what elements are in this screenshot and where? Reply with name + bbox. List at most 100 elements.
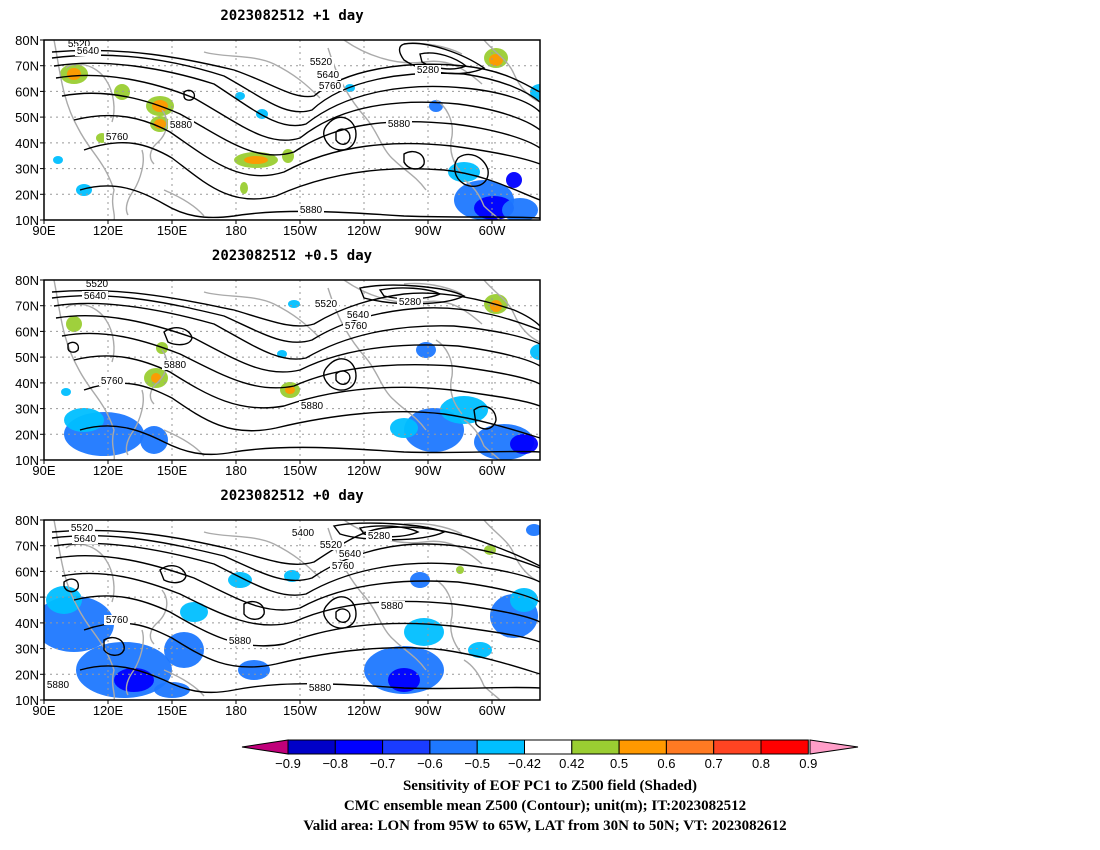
contour-label-bg	[299, 401, 325, 411]
lon-tick-label: 120E	[93, 703, 124, 718]
coastline	[163, 429, 205, 457]
colorbar-box	[760, 739, 809, 755]
coastline	[327, 47, 427, 191]
panel-title: 2023082512 +0.5 day	[212, 248, 373, 264]
sensitivity-shading	[440, 396, 488, 424]
coastline	[149, 589, 168, 645]
z500-contour	[53, 62, 540, 127]
sensitivity-shading	[180, 602, 208, 622]
z500-contour	[55, 315, 540, 373]
sensitivity-shading	[285, 386, 295, 394]
coastline	[403, 282, 463, 295]
contour-label-bg	[66, 40, 92, 49]
contour-label-bg	[317, 81, 343, 91]
contour-label: 5760	[332, 561, 355, 572]
contour-label-bg	[379, 601, 405, 611]
contour-label: 5640	[84, 291, 107, 302]
sensitivity-shading	[530, 344, 540, 360]
z500-contour	[335, 608, 351, 623]
z500-contour	[159, 565, 187, 584]
contour-label-bg	[72, 534, 98, 544]
contour-label-bg	[104, 132, 130, 142]
coastline	[343, 520, 483, 565]
lat-tick-label: 80N	[15, 513, 39, 528]
z500-contour	[332, 522, 446, 541]
contour-label: 5880	[164, 360, 187, 371]
contour-label-bg	[227, 636, 253, 646]
lon-tick-label: 150W	[283, 223, 318, 238]
contour-label: 5640	[317, 70, 340, 81]
z500-contour	[79, 185, 540, 219]
map-panel-3: 2023082512 +0 day55205640540055205640576…	[15, 488, 541, 718]
contour-label-bg	[45, 680, 71, 690]
colorbar-box	[382, 739, 431, 755]
caption-line-1: Sensitivity of EOF PC1 to Z500 field (Sh…	[403, 778, 697, 794]
coastline	[435, 579, 463, 655]
sensitivity-shading	[64, 408, 104, 432]
z500-contour	[53, 302, 540, 360]
coastline	[343, 280, 483, 325]
z500-contour	[103, 636, 125, 656]
lat-tick-label: 60N	[15, 84, 39, 99]
z500-contour	[53, 542, 540, 596]
colorbar-tick-label: 0.9	[799, 756, 817, 771]
coastline	[203, 51, 321, 99]
coastline	[163, 669, 205, 697]
contour-label-bg	[308, 57, 334, 67]
coastline	[483, 40, 540, 103]
lat-tick-label: 40N	[15, 376, 39, 391]
contour-label: 5760	[319, 81, 342, 92]
z500-contour	[61, 332, 540, 389]
lat-tick-label: 20N	[15, 667, 39, 682]
z500-contour	[79, 665, 540, 694]
contour-label: 5640	[339, 549, 362, 560]
sensitivity-shading	[53, 156, 63, 164]
sensitivity-shading	[282, 149, 294, 163]
contour-label: 5880	[229, 636, 252, 647]
z500-contour	[51, 289, 540, 327]
z500-contour	[73, 114, 540, 177]
contour-label-bg	[337, 549, 363, 559]
panel-title: 2023082512 +1 day	[220, 8, 364, 24]
contour-label-bg	[366, 531, 392, 541]
contour-label-bg	[168, 120, 194, 130]
lon-tick-label: 90W	[415, 703, 442, 718]
contour-label: 5640	[74, 534, 97, 545]
contour-label-bg	[315, 70, 341, 80]
sensitivity-shading	[66, 316, 82, 332]
lon-tick-label: 60W	[479, 463, 506, 478]
map-panel-2: 2023082512 +0.5 day552056405520564057605…	[15, 248, 541, 478]
contour-label: 5280	[368, 531, 391, 542]
contour-label: 5880	[47, 680, 70, 691]
colorbar-high-extension	[809, 739, 859, 755]
z500-contour	[67, 341, 80, 353]
z500-contour	[55, 555, 540, 611]
colorbar-box	[524, 739, 573, 755]
colorbar-box	[429, 739, 478, 755]
colorbar-box	[713, 739, 762, 755]
contour-label: 5760	[101, 376, 124, 387]
lon-tick-label: 180	[225, 703, 247, 718]
colorbar-tick-label: −0.7	[370, 756, 396, 771]
lon-tick-label: 60W	[479, 223, 506, 238]
z500-contour	[51, 54, 540, 113]
map-panel-1: 2023082512 +1 day55205640552056405760588…	[15, 8, 541, 238]
map-frame	[43, 279, 541, 461]
z500-contour	[335, 370, 351, 385]
z500-contour	[79, 425, 540, 456]
lat-tick-label: 20N	[15, 187, 39, 202]
panel-title: 2023082512 +0 day	[220, 488, 364, 504]
lat-tick-label: 30N	[15, 642, 39, 657]
z500-contour	[323, 596, 357, 629]
lat-tick-label: 70N	[15, 299, 39, 314]
contour-label: 5760	[106, 132, 129, 143]
contour-label-bg	[99, 376, 125, 386]
lon-tick-label: 120E	[93, 223, 124, 238]
contour-label: 5640	[77, 46, 100, 57]
lat-tick-label: 50N	[15, 110, 39, 125]
map-frame	[43, 519, 541, 701]
contour-label-bg	[290, 528, 316, 538]
lat-tick-label: 60N	[15, 324, 39, 339]
contour-label-bg	[345, 310, 371, 320]
